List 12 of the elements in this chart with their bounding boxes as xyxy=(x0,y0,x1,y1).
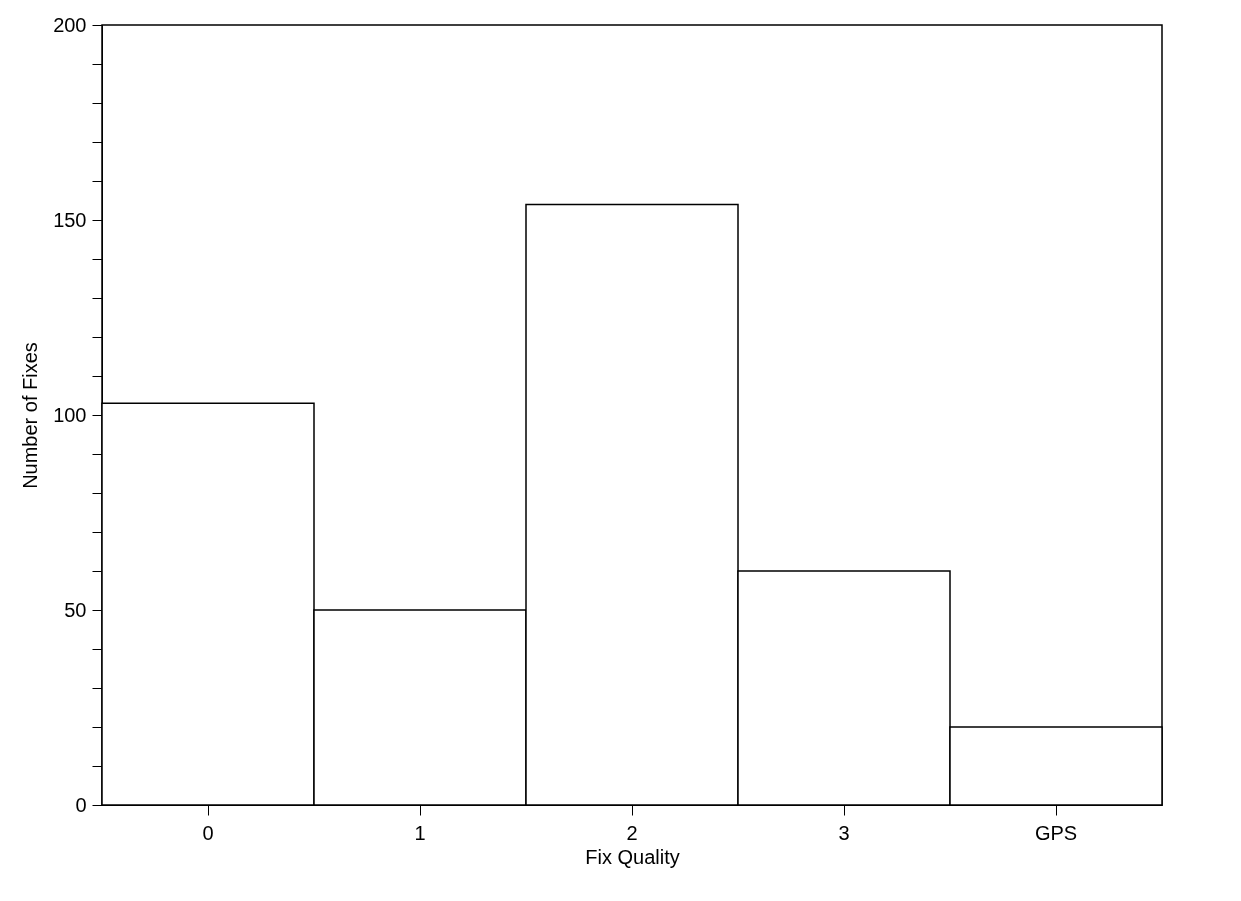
y-tick-label: 100 xyxy=(53,403,87,426)
x-axis-title: Fix Quality xyxy=(585,845,680,868)
y-tick-label: 50 xyxy=(64,598,87,621)
y-tick-label: 150 xyxy=(53,208,87,231)
y-tick-label: 0 xyxy=(75,793,87,816)
x-tick-label: 3 xyxy=(838,821,850,844)
x-tick-label: 2 xyxy=(626,821,638,844)
y-tick-label: 200 xyxy=(53,13,87,36)
x-tick-label: GPS xyxy=(1034,821,1078,844)
x-tick-label: 0 xyxy=(202,821,214,844)
x-tick-label: 1 xyxy=(414,821,426,844)
y-axis-title: Number of Fixes xyxy=(19,342,42,489)
